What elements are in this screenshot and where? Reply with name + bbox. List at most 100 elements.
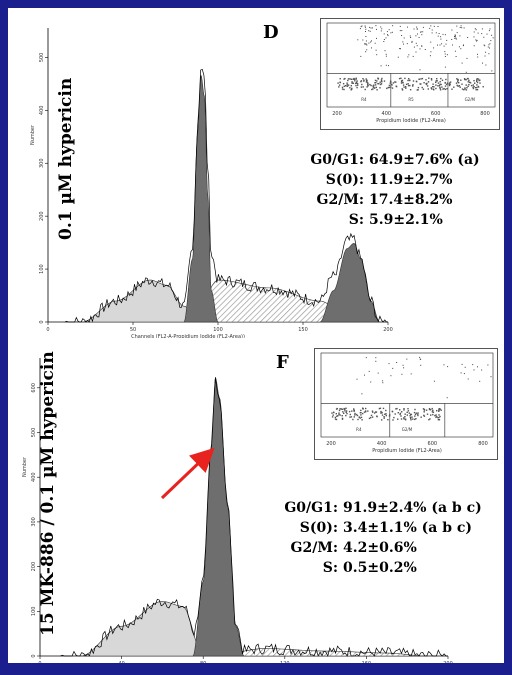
scatter-point: [356, 378, 358, 380]
scatter-point: [455, 37, 457, 39]
scatter-point: [433, 380, 435, 382]
stat-value: 91.9±2.4% (a b c): [343, 500, 482, 516]
scatter-point: [426, 413, 429, 415]
scatter-point: [417, 89, 419, 91]
scatter-point: [376, 54, 378, 56]
scatter-point: [407, 26, 408, 28]
scatter-point: [381, 412, 383, 414]
scatter-point: [384, 50, 386, 52]
scatter-point: [436, 80, 438, 82]
x-tick-label: 200: [383, 327, 393, 333]
scatter-point: [402, 41, 404, 43]
scatter-point: [404, 418, 407, 420]
scatter-point: [401, 373, 403, 375]
scatter-point: [387, 35, 389, 37]
scatter-point: [492, 37, 494, 39]
scatter-point: [415, 412, 417, 414]
scatter-point: [417, 413, 419, 415]
scatter-point: [401, 411, 403, 413]
scatter-point: [338, 413, 340, 416]
scatter-point: [435, 32, 437, 34]
scatter-point: [411, 416, 413, 418]
scatter-point: [446, 397, 448, 399]
scatter-point: [432, 86, 434, 88]
scatter-point: [376, 37, 377, 39]
scatter-point: [390, 32, 392, 34]
scatter-point: [400, 48, 401, 50]
scatter-point: [428, 419, 430, 421]
scatter-point: [465, 89, 468, 91]
stat-label: G0/G1:: [284, 500, 338, 516]
scatter-point: [458, 46, 460, 48]
scatter-point: [392, 419, 394, 421]
gate-label: G2/M: [465, 97, 476, 102]
scatter-point: [381, 28, 383, 30]
scatter-point: [333, 411, 335, 414]
scatter-point: [335, 408, 338, 410]
scatter-point: [360, 80, 363, 82]
x-tick-label: 150: [298, 327, 308, 333]
scatter-point: [416, 89, 418, 91]
scatter-point: [488, 30, 490, 32]
scatter-point: [350, 78, 353, 80]
scatter-point: [429, 27, 431, 29]
scatter-point: [440, 77, 442, 80]
scatter-point: [347, 84, 350, 86]
scatter-point: [361, 25, 363, 27]
scatter-point: [472, 364, 474, 366]
scatter-point: [347, 79, 349, 82]
inset-tick-label: 800: [480, 111, 490, 117]
inset-tick-label: 800: [478, 441, 488, 447]
scatter-point: [456, 32, 458, 34]
scatter-point: [349, 413, 351, 416]
scatter-point: [412, 84, 414, 86]
scatter-point: [419, 83, 421, 85]
scatter-point: [463, 27, 465, 29]
y-tick-label: 600: [31, 383, 37, 393]
scatter-point: [461, 363, 463, 365]
scatter-point: [436, 415, 438, 418]
scatter-point: [368, 370, 370, 372]
scatter-point: [472, 84, 474, 86]
histogram-d: 0 50 100 150 200 0 100 200 300 400 500 Channels (FL…: [30, 28, 393, 338]
scatter-point: [439, 86, 441, 89]
scatter-point: [368, 30, 370, 32]
scatter-point: [420, 83, 422, 85]
scatter-point: [352, 418, 354, 421]
scatter-point: [336, 407, 338, 410]
scatter-point: [475, 29, 477, 31]
scatter-point: [418, 37, 420, 38]
scatter-point: [475, 39, 477, 41]
scatter-point: [375, 82, 377, 84]
scatter-point: [390, 81, 392, 83]
scatter-point: [409, 416, 412, 419]
scatter-point: [337, 82, 339, 84]
scatter-point: [474, 82, 476, 84]
scatter-point: [343, 408, 345, 410]
scatter-point: [397, 412, 399, 414]
scatter-point: [380, 412, 382, 414]
scatter-point: [434, 414, 436, 417]
scatter-point: [439, 83, 441, 85]
scatter-point: [408, 54, 410, 56]
scatter-point: [460, 79, 462, 81]
scatter-point: [385, 53, 387, 55]
scatter-point: [476, 86, 478, 89]
scatter-point: [395, 408, 397, 410]
scatter-point: [388, 84, 391, 87]
scatter-point: [342, 83, 345, 85]
scatter-point: [407, 56, 409, 58]
scatter-point: [387, 86, 389, 89]
scatter-point: [343, 78, 345, 80]
scatter-point: [385, 409, 387, 412]
scatter-point: [371, 47, 372, 49]
scatter-point: [430, 51, 432, 53]
scatter-point: [465, 84, 467, 86]
scatter-point: [479, 82, 481, 84]
scatter-point: [371, 410, 374, 412]
scatter-point: [415, 51, 417, 53]
inset-x-label: Propidium Iodide (FL2-Area): [376, 118, 446, 124]
scatter-point: [334, 416, 337, 419]
scatter-point: [430, 414, 432, 416]
scatter-point: [370, 414, 373, 417]
